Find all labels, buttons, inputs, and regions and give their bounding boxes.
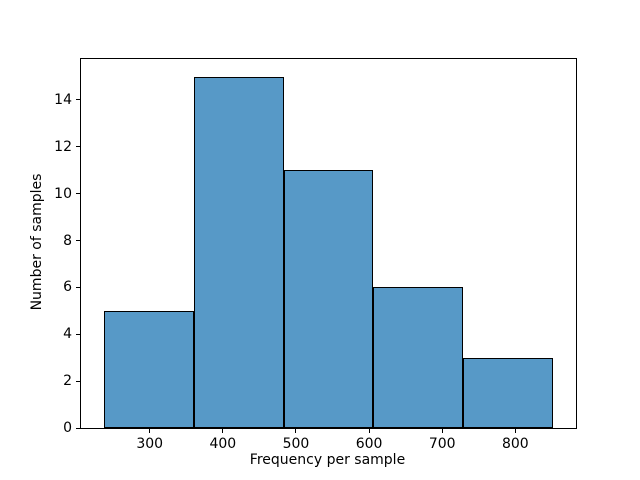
y-tick-mark (76, 240, 80, 242)
x-tick-mark (368, 429, 370, 433)
x-tick-mark (222, 429, 224, 433)
histogram-bar (283, 170, 374, 428)
x-tick-mark (149, 429, 151, 433)
histogram-bar (373, 287, 464, 428)
x-tick-mark (295, 429, 297, 433)
histogram-bar (463, 357, 553, 428)
y-tick-label: 10 (54, 185, 72, 202)
y-tick-label: 0 (63, 420, 72, 436)
x-tick-label: 400 (209, 436, 237, 452)
x-tick-label: 600 (355, 436, 383, 452)
y-tick-mark (76, 333, 80, 335)
histogram-bar (104, 310, 195, 428)
y-tick-mark (76, 427, 80, 429)
histogram-bar (194, 76, 284, 428)
x-tick-label: 500 (282, 436, 310, 452)
y-tick-label: 6 (63, 279, 72, 296)
y-tick-label: 12 (54, 138, 72, 155)
y-tick-mark (76, 99, 80, 101)
x-tick-label: 800 (501, 436, 529, 452)
y-tick-label: 14 (54, 92, 72, 108)
x-tick-label: 700 (428, 436, 456, 452)
x-axis-label: Frequency per sample (249, 452, 406, 468)
y-tick-mark (76, 380, 80, 382)
y-tick-mark (76, 193, 80, 195)
x-tick-label: 300 (136, 436, 164, 452)
plot-area: 300 400 500 600 700 800 0 2 4 6 8 10 12 14 (54, 58, 577, 452)
y-tick-label: 2 (63, 373, 72, 390)
y-axis-label: Number of samples (29, 173, 45, 311)
y-tick-mark (76, 286, 80, 288)
y-tick-label: 4 (63, 326, 72, 343)
x-tick-mark (514, 429, 516, 433)
x-tick-mark (441, 429, 443, 433)
y-tick-label: 8 (63, 232, 72, 249)
y-tick-mark (76, 146, 80, 148)
